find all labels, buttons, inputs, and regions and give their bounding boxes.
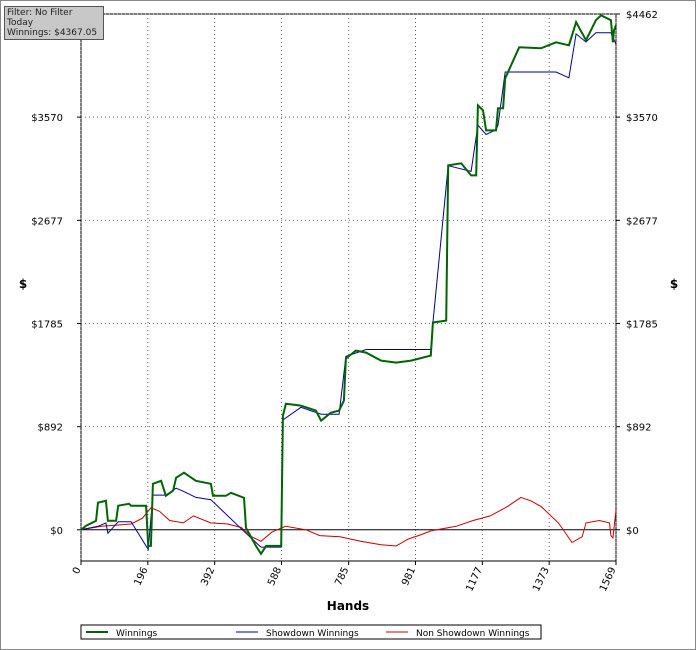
y-tick-label: $3570: [31, 113, 63, 124]
info-box: Filter: No Filter Today Winnings: $4367.…: [4, 6, 104, 40]
x-tick-label: 1373: [531, 566, 552, 594]
x-tick-label: 785: [333, 566, 351, 588]
info-line: Today: [7, 18, 34, 28]
series-line: [80, 496, 617, 547]
y2-axis-label: $: [670, 277, 678, 291]
x-tick-label: 588: [266, 566, 284, 588]
x-tick-label: 392: [199, 566, 217, 588]
y2-tick-label: $4462: [626, 10, 658, 21]
x-tick-label: 981: [400, 566, 418, 588]
y2-tick-label: $892: [626, 423, 651, 434]
series-line: [80, 14, 617, 556]
x-tick-label: 196: [133, 566, 151, 588]
y-tick-label: $1785: [31, 319, 63, 330]
legend-label: Showdown Winnings: [266, 629, 359, 639]
y-tick-label: $0: [50, 526, 63, 537]
y2-tick-label: $3570: [626, 113, 658, 124]
info-line: Filter: No Filter: [7, 8, 73, 18]
legend-box: [80, 624, 542, 640]
x-tick-label: 1177: [464, 566, 485, 594]
y-tick-label: $2677: [31, 216, 63, 227]
x-axis-label: Hands: [327, 599, 369, 613]
info-line: Winnings: $4367.05: [7, 28, 98, 38]
x-tick-label: 0: [71, 566, 84, 576]
legend-label: Winnings: [116, 629, 158, 639]
y-axis-label: $: [19, 277, 27, 291]
legend-label: Non Showdown Winnings: [416, 629, 530, 639]
x-tick-label: 1569: [598, 566, 619, 594]
plot-area: [80, 13, 617, 562]
y2-tick-label: $2677: [626, 216, 658, 227]
y2-tick-label: $1785: [626, 319, 658, 330]
y2-tick-label: $0: [626, 526, 639, 537]
y-tick-label: $892: [38, 423, 63, 434]
